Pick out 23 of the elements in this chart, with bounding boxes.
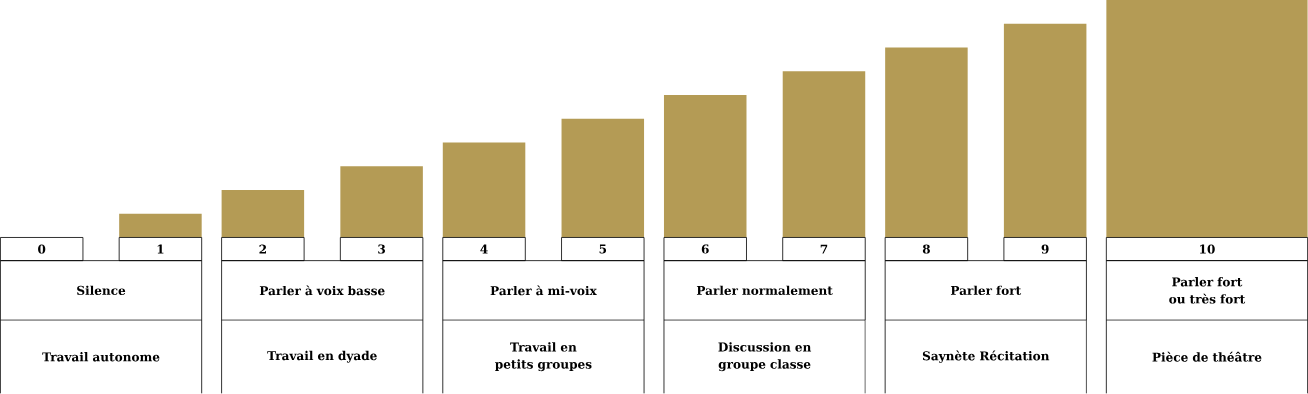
text: Silence [77, 285, 126, 296]
text: Travail en dyade [267, 350, 377, 363]
text: Parler fort [950, 285, 1022, 296]
text: Pièce de théâtre [1152, 351, 1262, 362]
x-tick-label: 9 [1041, 244, 1049, 254]
x-tick-label: 5 [599, 244, 607, 254]
text: Parler fort ou très fort [1169, 277, 1246, 304]
text: Parler normalement [696, 285, 833, 296]
text: Parler à mi-voix [490, 285, 597, 296]
x-tick-label: 6 [701, 244, 709, 254]
x-tick-label: 7 [820, 244, 828, 254]
text: Parler à voix basse [259, 285, 385, 296]
text: Discussion en groupe classe [718, 342, 812, 372]
x-tick-label: 4 [480, 244, 488, 254]
x-tick-label: 8 [922, 244, 930, 254]
text: Saynète Récitation [922, 350, 1050, 363]
text: Travail en petits groupes [495, 342, 592, 372]
x-tick-label: 0 [38, 244, 46, 254]
x-tick-label: 3 [378, 244, 386, 254]
x-tick-label: 1 [157, 244, 164, 254]
x-tick-label: 2 [259, 244, 266, 254]
text: Travail autonome [42, 352, 160, 362]
x-tick-label: 10 [1200, 244, 1215, 254]
